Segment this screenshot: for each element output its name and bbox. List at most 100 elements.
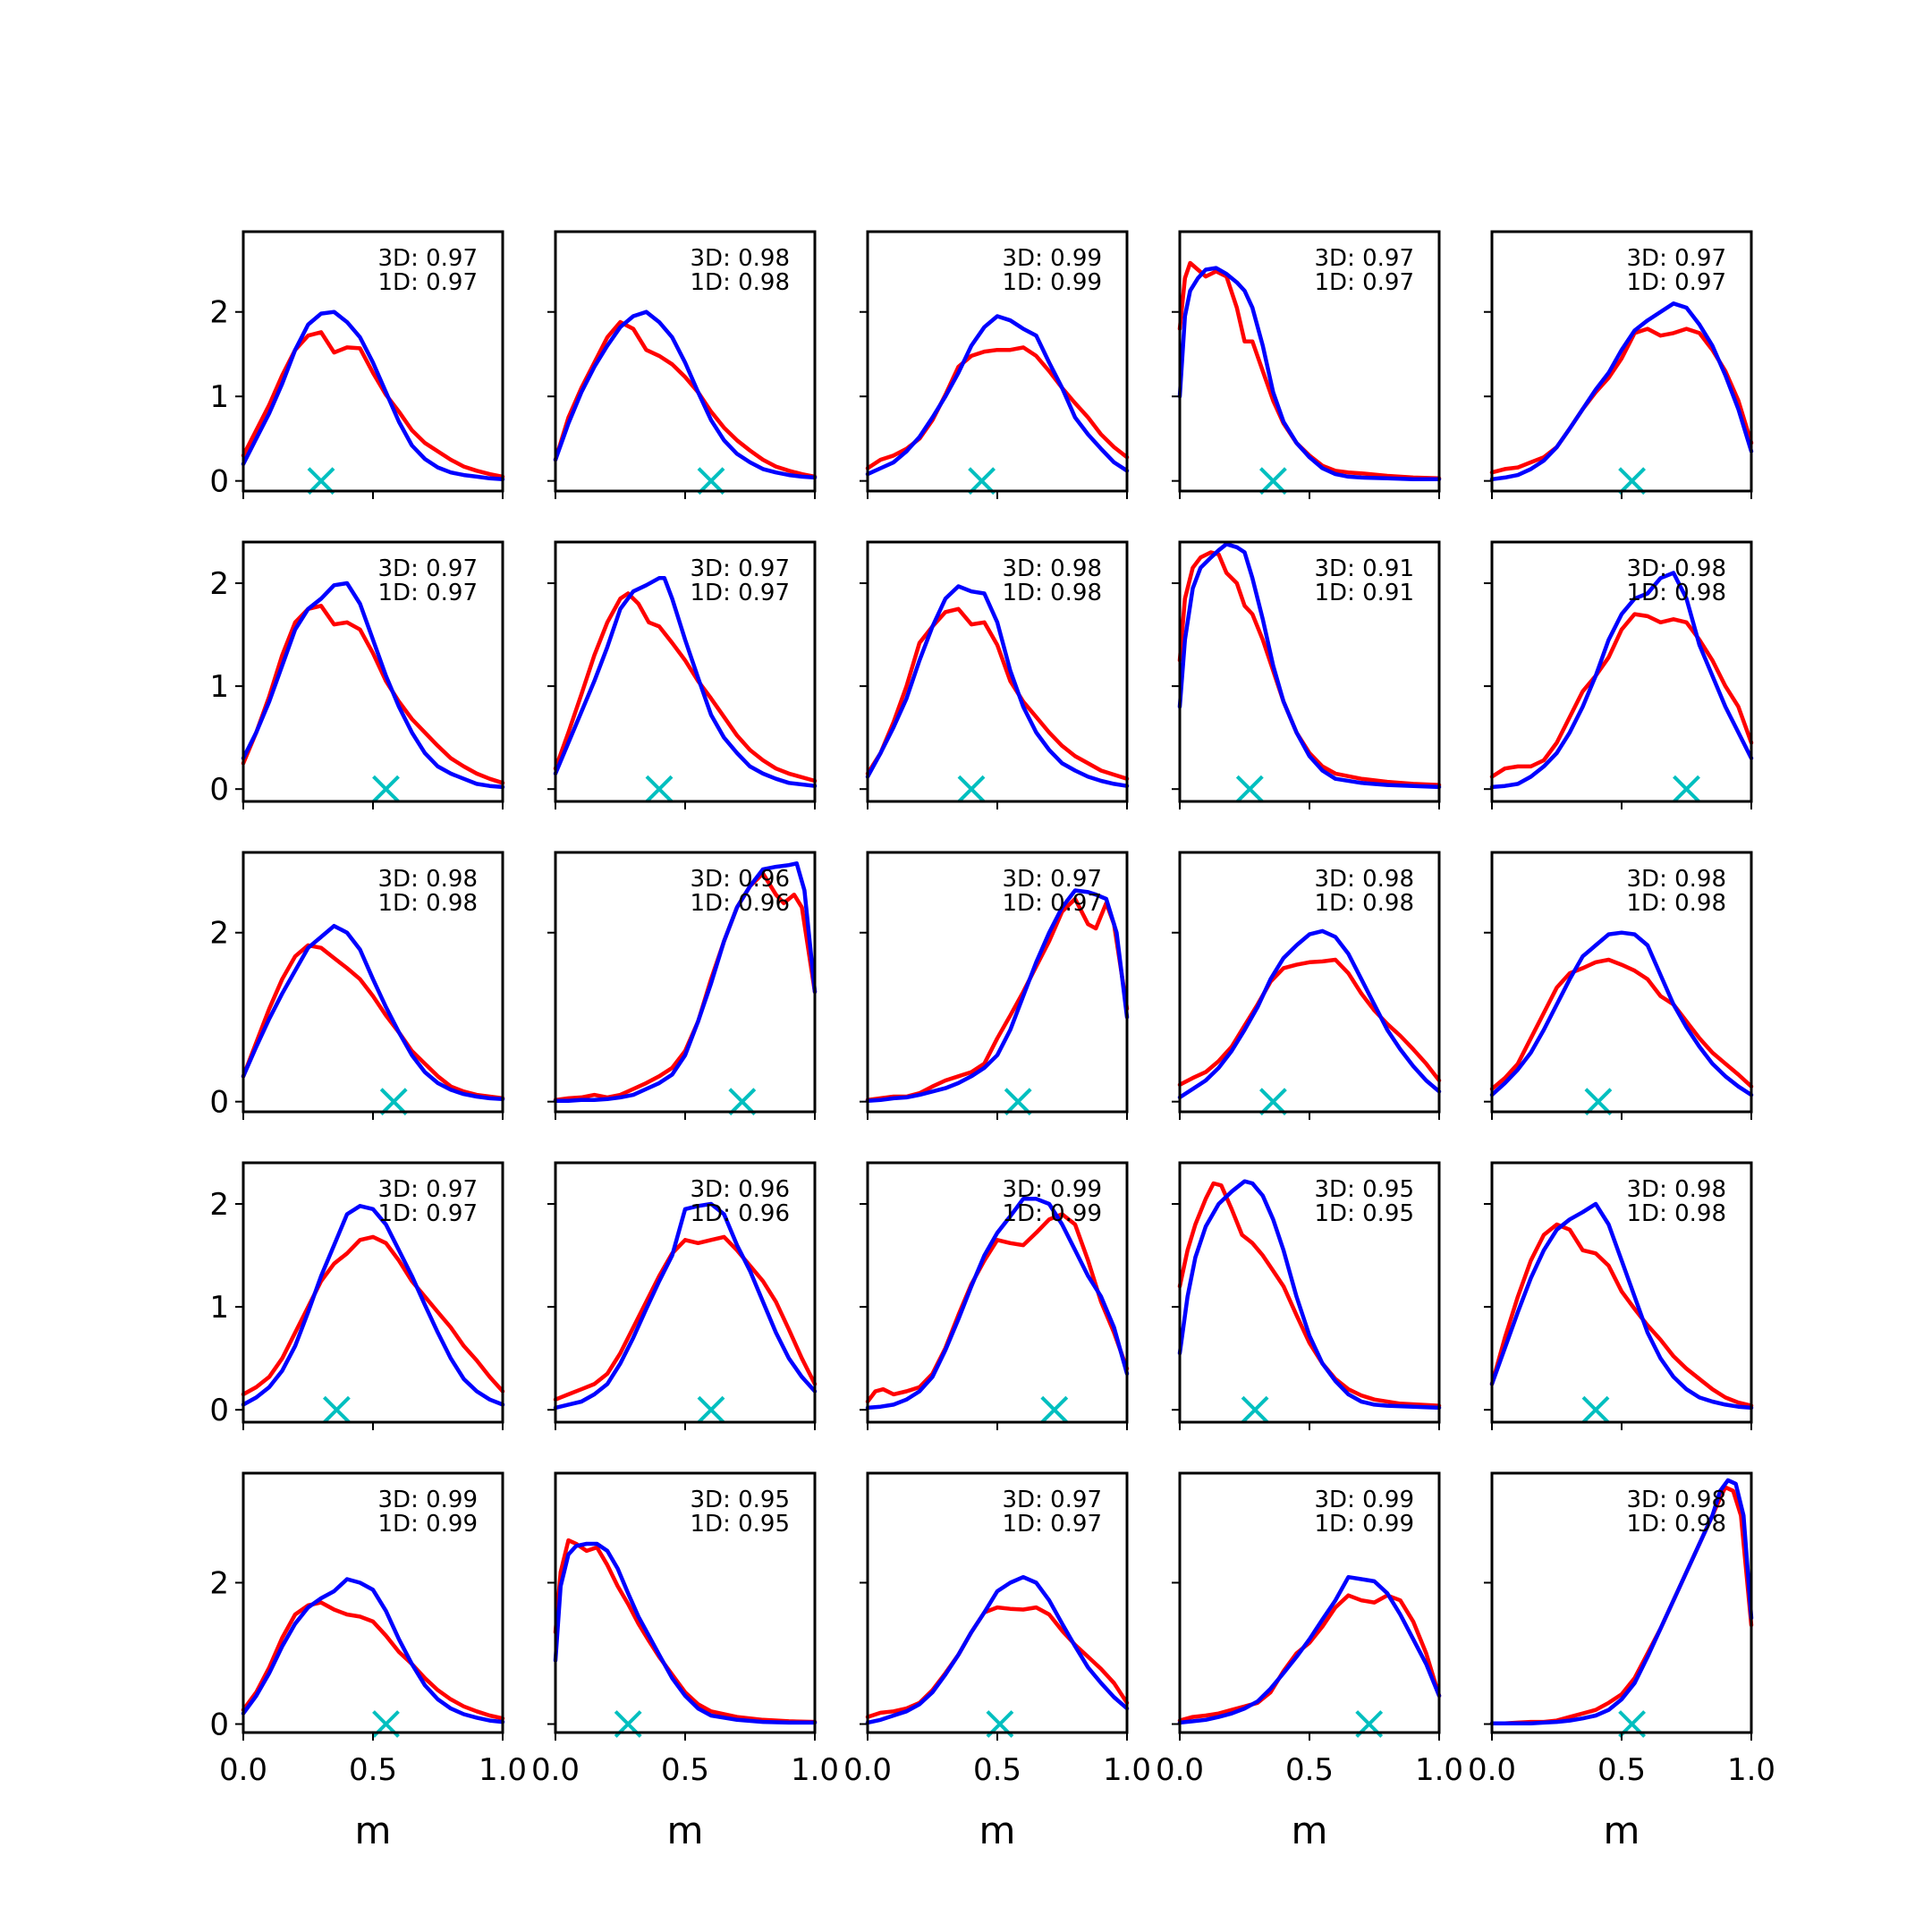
series-line-red-4-0 [241, 1600, 505, 1721]
x-tick-label-2-2: 1.0 [1103, 1752, 1151, 1788]
annotation-3d-4-0: 3D: 0.99 [378, 1487, 478, 1513]
annotation-1d-0-0: 1D: 0.97 [378, 269, 478, 296]
series-line-blue-2-1 [553, 861, 818, 1103]
annotation-3d-3-0: 3D: 0.97 [378, 1176, 478, 1203]
annotation-1d-1-3: 1D: 0.91 [1315, 580, 1414, 606]
marker-x-stroke-b-2-4 [1584, 1088, 1613, 1116]
y-tick-label-1-0: 0 [209, 772, 229, 808]
x-tick-label-0-0: 0.0 [219, 1752, 267, 1788]
series-line-blue-4-4 [1489, 1478, 1754, 1725]
series-line-blue-2-0 [241, 923, 505, 1102]
annotation-1d-2-2: 1D: 0.97 [1003, 890, 1102, 917]
series-line-red-2-4 [1489, 957, 1754, 1091]
marker-x-stroke-b-3-2 [1040, 1395, 1069, 1424]
annotation-3d-4-2: 3D: 0.97 [1003, 1487, 1102, 1513]
series-line-blue-4-2 [865, 1574, 1130, 1725]
series-line-blue-1-0 [241, 580, 505, 790]
y-tick-label-2-1: 2 [209, 916, 229, 952]
x-axis-label-3: m [1292, 1809, 1328, 1852]
y-tick-label-4-0: 0 [209, 1707, 229, 1743]
series-line-blue-3-3 [1177, 1179, 1442, 1411]
series-line-red-3-0 [241, 1234, 505, 1397]
series-line-blue-1-3 [1177, 542, 1442, 790]
series-line-red-4-2 [865, 1605, 1130, 1719]
series-line-blue-2-2 [865, 888, 1130, 1103]
marker-x-stroke-b-2-2 [1004, 1088, 1032, 1116]
series-line-blue-2-4 [1489, 930, 1754, 1097]
annotation-3d-3-4: 3D: 0.98 [1627, 1176, 1726, 1203]
x-tick-label-0-1: 0.5 [349, 1752, 397, 1788]
series-line-blue-0-1 [553, 309, 818, 480]
y-tick-label-2-0: 0 [209, 1085, 229, 1121]
x-axis-label-4: m [1604, 1809, 1640, 1852]
series-line-blue-4-0 [241, 1577, 505, 1724]
annotation-1d-3-0: 1D: 0.97 [378, 1200, 478, 1227]
y-tick-label-3-1: 1 [209, 1290, 229, 1326]
series-line-red-2-0 [241, 943, 505, 1101]
y-tick-label-1-2: 2 [209, 566, 229, 602]
marker-x-stroke-b-3-4 [1581, 1395, 1610, 1424]
series-line-blue-0-4 [1489, 301, 1754, 482]
series-line-red-0-1 [553, 319, 818, 479]
annotation-3d-4-4: 3D: 0.98 [1627, 1487, 1726, 1513]
series-line-red-3-1 [553, 1234, 818, 1402]
annotation-1d-2-3: 1D: 0.98 [1315, 890, 1414, 917]
annotation-1d-1-2: 1D: 0.98 [1003, 580, 1102, 606]
y-tick-label-0-2: 2 [209, 295, 229, 331]
marker-x-stroke-b-0-2 [968, 467, 996, 496]
series-line-red-1-1 [553, 591, 818, 784]
marker-x-stroke-b-2-0 [379, 1088, 408, 1116]
x-tick-label-1-1: 0.5 [661, 1752, 709, 1788]
series-line-blue-3-2 [865, 1197, 1130, 1411]
annotation-1d-4-0: 1D: 0.99 [378, 1511, 478, 1538]
series-line-red-1-0 [241, 604, 505, 785]
series-line-blue-4-1 [553, 1541, 818, 1725]
marker-x-stroke-b-1-0 [372, 775, 400, 803]
marker-x-stroke-b-2-3 [1258, 1088, 1287, 1116]
annotation-3d-3-2: 3D: 0.99 [1003, 1176, 1102, 1203]
annotation-1d-4-3: 1D: 0.99 [1315, 1511, 1414, 1538]
annotation-1d-4-4: 1D: 0.98 [1627, 1511, 1726, 1538]
annotation-3d-1-4: 3D: 0.98 [1627, 555, 1726, 582]
marker-x-stroke-b-1-4 [1673, 775, 1700, 803]
annotation-1d-1-4: 1D: 0.98 [1627, 580, 1726, 606]
annotation-3d-0-1: 3D: 0.98 [691, 245, 790, 272]
annotation-1d-1-1: 1D: 0.97 [691, 580, 790, 606]
annotation-3d-3-3: 3D: 0.95 [1315, 1176, 1414, 1203]
annotation-3d-4-1: 3D: 0.95 [691, 1487, 790, 1513]
x-axis-label-1: m [667, 1809, 704, 1852]
annotation-1d-2-0: 1D: 0.98 [378, 890, 478, 917]
marker-x-stroke-b-3-3 [1241, 1395, 1269, 1424]
series-line-red-3-3 [1177, 1181, 1442, 1408]
x-tick-label-1-0: 0.0 [531, 1752, 580, 1788]
y-tick-label-0-1: 1 [209, 379, 229, 415]
annotation-3d-1-3: 3D: 0.91 [1315, 555, 1414, 582]
annotation-1d-4-1: 1D: 0.95 [691, 1511, 790, 1538]
marker-x-stroke-b-1-1 [645, 775, 674, 803]
series-line-blue-1-2 [865, 584, 1130, 788]
annotation-3d-0-2: 3D: 0.99 [1003, 245, 1102, 272]
series-line-blue-1-1 [553, 576, 818, 788]
x-tick-label-2-1: 0.5 [973, 1752, 1021, 1788]
annotation-3d-1-1: 3D: 0.97 [691, 555, 790, 582]
series-line-red-1-4 [1489, 612, 1754, 779]
marker-x-stroke-b-1-3 [1235, 775, 1264, 803]
annotation-1d-1-0: 1D: 0.97 [378, 580, 478, 606]
marker-x-stroke-b-3-0 [322, 1395, 351, 1424]
marker-x-stroke-b-1-2 [957, 775, 986, 803]
series-line-blue-1-4 [1489, 571, 1754, 790]
series-line-red-0-4 [1489, 326, 1754, 475]
series-line-red-2-2 [865, 896, 1130, 1103]
annotation-1d-0-4: 1D: 0.97 [1627, 269, 1726, 296]
series-line-red-2-3 [1177, 957, 1442, 1088]
series-line-blue-3-1 [553, 1201, 818, 1411]
annotation-3d-2-1: 3D: 0.96 [691, 866, 790, 893]
x-axis-label-2: m [979, 1809, 1016, 1852]
annotation-3d-3-1: 3D: 0.96 [691, 1176, 790, 1203]
x-tick-label-4-2: 1.0 [1727, 1752, 1775, 1788]
annotation-1d-0-1: 1D: 0.98 [691, 269, 790, 296]
annotation-1d-3-4: 1D: 0.98 [1627, 1200, 1726, 1227]
x-axis-label-0: m [355, 1809, 392, 1852]
series-line-blue-4-3 [1177, 1574, 1442, 1725]
